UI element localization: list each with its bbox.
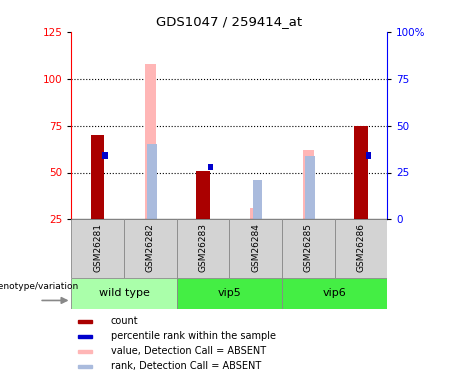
Text: GSM26283: GSM26283	[199, 223, 207, 272]
Text: count: count	[111, 316, 139, 326]
Bar	[335, 219, 387, 278]
Text: GSM26285: GSM26285	[304, 223, 313, 272]
Text: vip6: vip6	[323, 288, 347, 298]
Bar	[78, 365, 92, 368]
Text: value, Detection Call = ABSENT: value, Detection Call = ABSENT	[111, 346, 266, 356]
Bar	[78, 320, 92, 322]
Bar	[229, 219, 282, 278]
Text: GSM26286: GSM26286	[356, 223, 366, 272]
Bar	[355, 126, 367, 219]
Text: genotype/variation: genotype/variation	[0, 282, 79, 291]
Bar	[196, 171, 210, 219]
Text: vip5: vip5	[218, 288, 241, 298]
Bar	[207, 164, 213, 170]
Bar	[282, 219, 335, 278]
Text: wild type: wild type	[99, 288, 149, 298]
Bar	[145, 64, 156, 219]
Bar	[102, 152, 107, 159]
Bar	[71, 219, 124, 278]
Bar	[366, 152, 371, 159]
Text: rank, Detection Call = ABSENT: rank, Detection Call = ABSENT	[111, 361, 261, 371]
Bar	[250, 208, 261, 219]
Text: percentile rank within the sample: percentile rank within the sample	[111, 331, 276, 341]
Bar	[71, 278, 177, 309]
Bar	[91, 135, 104, 219]
Bar	[177, 278, 282, 309]
Bar	[302, 150, 314, 219]
Bar	[305, 156, 315, 219]
Bar	[148, 144, 157, 219]
Title: GDS1047 / 259414_at: GDS1047 / 259414_at	[156, 15, 302, 28]
Bar	[78, 335, 92, 338]
Text: GSM26281: GSM26281	[93, 223, 102, 272]
Bar	[282, 278, 387, 309]
Bar	[253, 180, 262, 219]
Bar	[177, 219, 229, 278]
Bar	[78, 350, 92, 353]
Bar	[124, 219, 177, 278]
Text: GSM26284: GSM26284	[251, 223, 260, 272]
Text: GSM26282: GSM26282	[146, 223, 155, 272]
